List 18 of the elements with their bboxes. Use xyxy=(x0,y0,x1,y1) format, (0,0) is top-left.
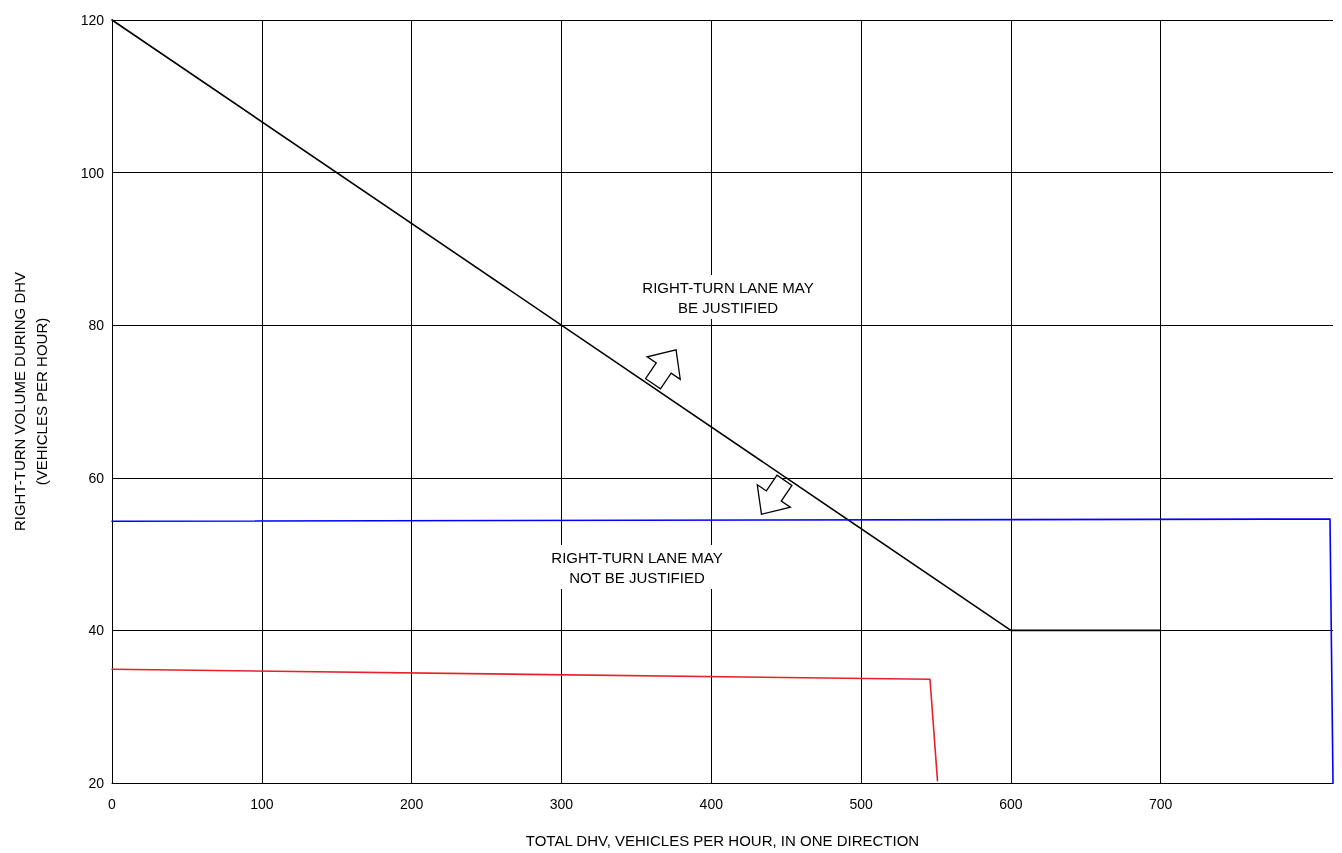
x-tick-label: 300 xyxy=(549,796,574,812)
x-tick-label: 700 xyxy=(1149,796,1173,812)
x-tick-label: 200 xyxy=(399,796,424,812)
x-tick-label: 100 xyxy=(250,796,274,812)
y-tick-label: 120 xyxy=(80,12,105,28)
x-axis-title: TOTAL DHV, VEHICLES PER HOUR, IN ONE DIRECTION xyxy=(525,832,920,849)
y-tick-label: 20 xyxy=(88,775,105,791)
x-tick-label: 0 xyxy=(108,796,117,812)
y-tick-label: 60 xyxy=(88,469,105,486)
x-tick-label: 600 xyxy=(999,796,1023,812)
y-axis-title: RIGHT-TURN VOLUME DURING DHV (VEHICLES PER HOUR) xyxy=(10,271,50,532)
y-tick-label: 80 xyxy=(88,317,105,334)
x-tick-label: 500 xyxy=(849,796,873,812)
y-tick-label: 40 xyxy=(88,622,105,639)
annotation: RIGHT-TURN LANE MAY BE JUSTIFIED xyxy=(642,278,814,316)
x-tick-label: 400 xyxy=(699,796,724,812)
annotation: RIGHT-TURN LANE MAY NOT BE JUSTIFIED xyxy=(551,548,723,586)
y-tick-label: 100 xyxy=(80,164,105,181)
